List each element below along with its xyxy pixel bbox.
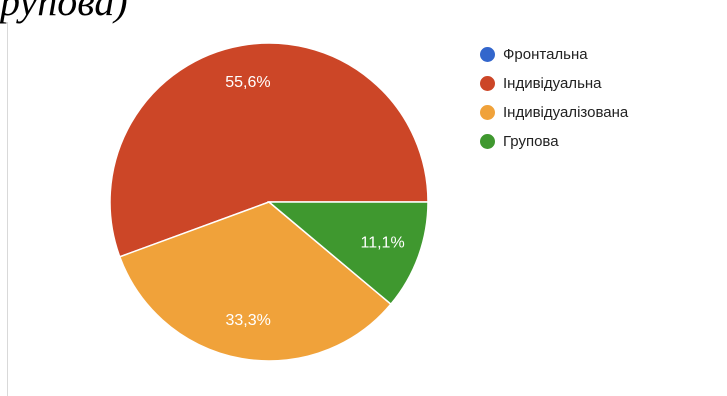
- legend-item-4[interactable]: Групова: [480, 127, 628, 156]
- legend-label: Індивідуальна: [503, 75, 602, 92]
- legend-item-1[interactable]: Фронтальна: [480, 40, 628, 69]
- legend-swatch-icon: [480, 76, 495, 91]
- pie-slice-2[interactable]: [109, 42, 429, 258]
- legend-label: Групова: [503, 133, 559, 150]
- frame-border-line: [7, 22, 8, 396]
- pie-slice-3[interactable]: [118, 201, 392, 362]
- cut-off-heading-text: рупова): [0, 0, 128, 24]
- pie-slice-label-4: 11,1%: [361, 235, 405, 252]
- pie-slice-label-3: 33,3%: [226, 312, 271, 329]
- pie-slice-4[interactable]: [266, 201, 429, 306]
- legend-swatch-icon: [480, 47, 495, 62]
- legend-swatch-icon: [480, 105, 495, 120]
- legend-label: Індивідуалізована: [503, 104, 629, 121]
- chart-legend: Фронтальна Індивідуальна Індивідуалізована…: [480, 40, 628, 156]
- pie-slice-labels: 55,6% 33,3% 11,1%: [225, 74, 404, 329]
- legend-item-3[interactable]: Індивідуалізована: [480, 98, 628, 127]
- legend-swatch-icon: [480, 134, 495, 149]
- legend-item-2[interactable]: Індивідуальна: [480, 69, 628, 98]
- pie-slice-label-2: 55,6%: [225, 74, 270, 91]
- pie-slices: [109, 42, 429, 362]
- legend-label: Фронтальна: [503, 46, 588, 63]
